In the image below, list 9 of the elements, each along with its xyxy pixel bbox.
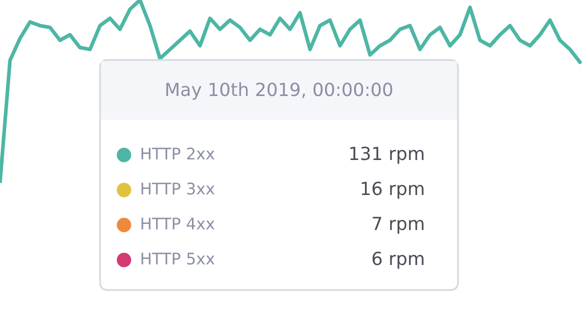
annotation: HTTP 2xx — [142, 148, 214, 160]
text: 7 rpm — [372, 216, 424, 234]
annotation: HTTP 3xx — [142, 182, 214, 195]
text: 6 rpm — [372, 252, 424, 269]
text: HTTP 5xx — [142, 252, 214, 265]
annotation: May 10th 2019, 00:00:00 — [166, 82, 392, 100]
annotation: 131 rpm — [350, 146, 424, 164]
text: HTTP 4xx — [142, 218, 214, 230]
annotation: 16 rpm — [362, 182, 424, 199]
